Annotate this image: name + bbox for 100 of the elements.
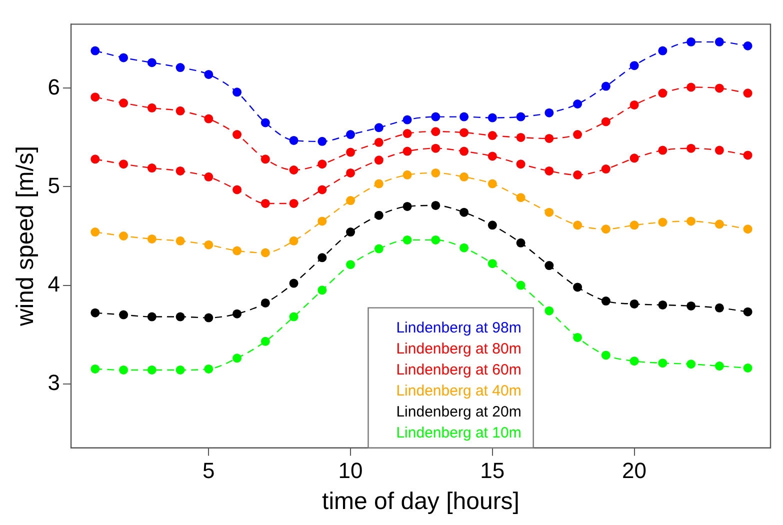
point bbox=[601, 350, 610, 360]
point bbox=[232, 309, 242, 318]
point bbox=[544, 208, 554, 217]
text: Lindenberg at 10m bbox=[396, 424, 522, 442]
text: Lindenberg at 80m bbox=[396, 340, 522, 358]
point bbox=[743, 364, 752, 373]
point bbox=[90, 308, 100, 318]
point bbox=[90, 364, 100, 374]
point bbox=[516, 112, 526, 122]
point bbox=[147, 164, 156, 173]
point bbox=[714, 220, 724, 229]
point bbox=[658, 46, 668, 56]
point bbox=[176, 365, 185, 374]
point bbox=[374, 179, 384, 188]
point bbox=[601, 296, 610, 306]
point bbox=[544, 134, 554, 143]
point bbox=[119, 232, 128, 240]
point bbox=[289, 165, 298, 174]
point bbox=[573, 282, 582, 292]
point bbox=[374, 123, 384, 132]
x-axis-title: time of day [hours] bbox=[322, 488, 520, 516]
point bbox=[147, 103, 156, 112]
point bbox=[176, 166, 185, 176]
point bbox=[658, 88, 668, 98]
point bbox=[460, 208, 469, 217]
point bbox=[318, 160, 327, 169]
point bbox=[516, 193, 526, 202]
point bbox=[686, 360, 696, 369]
point bbox=[289, 236, 298, 246]
point bbox=[658, 358, 668, 368]
y-tick-label: 4 bbox=[48, 271, 60, 296]
point bbox=[260, 118, 270, 128]
point bbox=[488, 152, 497, 161]
text: Lindenberg at 40m bbox=[396, 382, 522, 400]
point bbox=[346, 260, 356, 270]
point bbox=[318, 253, 327, 262]
point bbox=[516, 132, 526, 142]
point bbox=[460, 172, 469, 182]
text: Lindenberg at 60m bbox=[396, 361, 522, 378]
point bbox=[318, 136, 327, 146]
point bbox=[601, 224, 610, 234]
point bbox=[714, 146, 724, 155]
point bbox=[147, 312, 156, 322]
point bbox=[204, 313, 214, 322]
point bbox=[374, 244, 384, 254]
point bbox=[573, 332, 582, 342]
point bbox=[658, 146, 668, 155]
point bbox=[346, 148, 356, 157]
point bbox=[686, 82, 696, 92]
point bbox=[119, 310, 128, 320]
point bbox=[714, 84, 724, 93]
point bbox=[204, 364, 214, 374]
x-tick-label: 15 bbox=[480, 458, 505, 484]
point bbox=[630, 220, 639, 230]
point bbox=[714, 303, 724, 312]
point bbox=[460, 146, 469, 156]
point bbox=[573, 170, 582, 180]
point bbox=[714, 362, 724, 371]
point bbox=[743, 88, 752, 98]
point bbox=[516, 238, 526, 248]
point bbox=[544, 306, 554, 316]
point bbox=[176, 106, 185, 116]
point bbox=[488, 131, 497, 140]
point bbox=[260, 248, 270, 258]
point bbox=[176, 312, 185, 322]
point bbox=[488, 113, 497, 122]
point bbox=[346, 228, 356, 237]
point bbox=[460, 112, 469, 122]
point bbox=[260, 154, 270, 164]
x-tick-label: 20 bbox=[622, 458, 647, 484]
point bbox=[431, 112, 440, 122]
point bbox=[686, 216, 696, 226]
point bbox=[232, 130, 242, 140]
point bbox=[232, 354, 242, 363]
point bbox=[346, 168, 356, 178]
point bbox=[260, 336, 270, 346]
point bbox=[374, 210, 384, 220]
point bbox=[204, 240, 214, 250]
point bbox=[289, 278, 298, 288]
point bbox=[460, 243, 469, 252]
point bbox=[573, 99, 582, 108]
point bbox=[743, 150, 752, 160]
point bbox=[488, 259, 497, 268]
point bbox=[289, 312, 298, 322]
point bbox=[318, 185, 327, 194]
point bbox=[176, 236, 185, 246]
point bbox=[460, 128, 469, 138]
point bbox=[147, 234, 156, 244]
point bbox=[374, 156, 384, 165]
point bbox=[516, 280, 526, 290]
point bbox=[90, 46, 100, 56]
point bbox=[346, 130, 356, 140]
y-tick-label: 6 bbox=[48, 74, 60, 100]
point bbox=[402, 115, 412, 124]
point bbox=[630, 100, 639, 110]
point bbox=[289, 136, 298, 145]
point bbox=[204, 114, 214, 124]
point bbox=[402, 146, 412, 156]
point bbox=[686, 301, 696, 310]
point bbox=[630, 356, 639, 366]
